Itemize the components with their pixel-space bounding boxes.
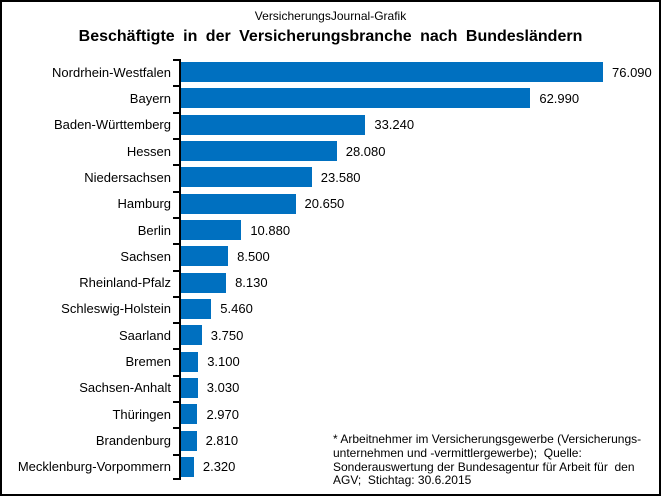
value-label: 5.460 — [220, 301, 253, 317]
category-label: Hessen — [126, 143, 171, 159]
category-label: Saarland — [118, 327, 171, 343]
axis-tick — [173, 401, 179, 404]
category-label: Nordrhein-Westfalen — [52, 64, 171, 80]
axis-tick — [173, 85, 179, 88]
bar-row: Schleswig-Holstein 5.460 — [2, 296, 659, 322]
plot-area: Nordrhein-Westfalen 76.090 Bayern 62.990… — [2, 59, 659, 480]
bar — [181, 141, 337, 162]
bar-row: Bayern 62.990 — [2, 85, 659, 111]
bar — [181, 88, 531, 109]
axis-tick — [173, 348, 179, 351]
footnote: * Arbeitnehmer im Versicherungsgewerbe (… — [333, 432, 642, 488]
category-label: Schleswig-Holstein — [61, 301, 171, 317]
value-label: 3.100 — [207, 354, 240, 370]
category-label: Baden-Württemberg — [53, 117, 171, 133]
axis-tick — [173, 243, 179, 246]
bar-row: Saarland 3.750 — [2, 322, 659, 348]
chart-title: Beschäftigte in der Versicherungsbranche… — [78, 28, 583, 45]
bar-row: Nordrhein-Westfalen 76.090 — [2, 59, 659, 85]
category-label: Hamburg — [117, 196, 171, 212]
bar-row: Rheinland-Pfalz 8.130 — [2, 270, 659, 296]
value-label: 2.320 — [202, 459, 236, 475]
bar-row: Niedersachsen 23.580 — [2, 164, 659, 190]
category-label: Bayern — [129, 90, 171, 106]
value-label: 20.650 — [304, 196, 345, 212]
bar — [181, 114, 366, 135]
category-label: Brandenburg — [95, 433, 171, 449]
category-label: Sachsen-Anhalt — [79, 380, 171, 396]
value-label: 10.880 — [250, 222, 291, 238]
bar — [181, 351, 199, 372]
category-label: Mecklenburg-Vorpommern — [17, 459, 171, 475]
value-label: 2.970 — [206, 406, 240, 422]
value-label: 2.810 — [205, 433, 239, 449]
brand-label: VersicherungsJournal-Grafik — [254, 9, 407, 23]
axis-tick — [173, 190, 179, 193]
axis-tick — [173, 111, 179, 114]
value-label: 62.990 — [539, 90, 580, 106]
bar-row: Sachsen-Anhalt 3.030 — [2, 375, 659, 401]
category-label: Niedersachsen — [84, 169, 171, 185]
axis-tick — [173, 322, 179, 325]
bar — [181, 404, 198, 425]
axis-tick — [173, 478, 179, 480]
bar — [181, 298, 212, 319]
value-label: 33.240 — [374, 117, 415, 133]
value-label: 3.750 — [210, 327, 244, 343]
bar-row: Hamburg 20.650 — [2, 191, 659, 217]
axis-tick — [173, 295, 179, 298]
category-label: Sachsen — [120, 248, 171, 264]
bar — [181, 272, 227, 293]
axis-tick — [173, 453, 179, 456]
value-label: 28.080 — [345, 143, 386, 159]
bar — [181, 220, 242, 241]
axis-tick — [173, 216, 179, 219]
bar-row: Berlin 10.880 — [2, 217, 659, 243]
bar — [181, 456, 194, 477]
value-label: 23.580 — [320, 169, 361, 185]
axis-tick — [173, 269, 179, 272]
axis-tick — [173, 374, 179, 377]
bar-row: Sachsen 8.500 — [2, 243, 659, 269]
value-label: 8.500 — [237, 248, 270, 264]
bar — [181, 193, 296, 214]
category-label: Bremen — [125, 354, 171, 370]
bar-row: Hessen 28.080 — [2, 138, 659, 164]
bar-row: Brandenburg 2.810 — [2, 427, 659, 453]
bar-row: Thüringen 2.970 — [2, 401, 659, 427]
category-label: Thüringen — [112, 406, 171, 422]
value-label: 76.090 — [612, 64, 652, 80]
bar-row: Baden-Württemberg 33.240 — [2, 112, 659, 138]
bar — [181, 430, 197, 451]
bar — [181, 325, 202, 346]
bar-row: Bremen 3.100 — [2, 348, 659, 374]
bar — [181, 167, 312, 188]
value-label: 3.030 — [206, 380, 240, 396]
axis-tick — [173, 164, 179, 167]
axis-tick — [173, 137, 179, 140]
bar-row: Mecklenburg-Vorpommern 2.320 — [2, 454, 659, 480]
axis-tick — [173, 59, 179, 61]
bar — [181, 62, 603, 83]
value-label: 8.130 — [235, 275, 268, 291]
bar — [181, 246, 229, 267]
category-label: Berlin — [137, 222, 171, 238]
y-axis-line — [179, 59, 181, 480]
bar — [181, 377, 198, 398]
category-label: Rheinland-Pfalz — [79, 275, 171, 291]
axis-tick — [173, 427, 179, 430]
